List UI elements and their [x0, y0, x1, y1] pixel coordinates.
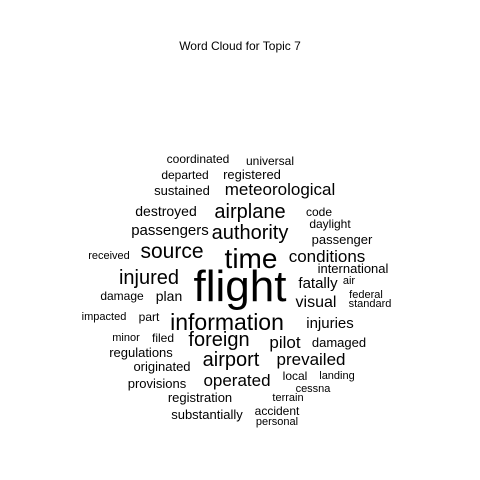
word-personal: personal [256, 416, 298, 428]
word-plan: plan [156, 288, 182, 304]
word-daylight: daylight [309, 217, 351, 231]
word-pilot: pilot [269, 333, 300, 352]
word-registered: registered [223, 167, 281, 182]
word-local: local [283, 369, 308, 383]
word-destroyed: destroyed [135, 203, 196, 219]
word-originated: originated [133, 359, 190, 374]
word-visual: visual [296, 294, 337, 311]
word-meteorological: meteorological [225, 180, 336, 199]
word-source: source [140, 240, 203, 263]
word-received: received [88, 250, 130, 262]
word-fatally: fatally [298, 275, 338, 292]
word-terrain: terrain [272, 392, 303, 404]
word-conditions: conditions [289, 247, 366, 266]
word-prevailed: prevailed [277, 350, 346, 369]
word-sustained: sustained [154, 183, 210, 198]
word-passengers: passengers [131, 222, 209, 239]
word-airplane: airplane [214, 201, 285, 223]
word-operated: operated [203, 371, 270, 390]
word-minor: minor [112, 332, 140, 344]
word-regulations: regulations [109, 345, 173, 360]
word-filed: filed [152, 331, 174, 345]
word-injuries: injuries [306, 315, 354, 332]
word-universal: universal [246, 154, 294, 168]
word-provisions: provisions [128, 376, 187, 391]
word-coordinated: coordinated [167, 152, 230, 166]
word-part: part [139, 310, 160, 324]
word-authority: authority [212, 222, 289, 244]
word-flight: flight [194, 262, 287, 311]
word-impacted: impacted [82, 311, 127, 323]
word-accident: accident [255, 404, 300, 418]
word-registration: registration [168, 390, 232, 405]
word-injured: injured [119, 267, 179, 289]
word-international: international [318, 261, 389, 276]
word-time: time [225, 243, 278, 274]
word-landing: landing [319, 370, 354, 382]
word-airport: airport [203, 349, 260, 371]
word-information: information [170, 309, 284, 335]
chart-title: Word Cloud for Topic 7 [179, 39, 301, 53]
word-standard: standard [349, 298, 392, 310]
word-code: code [306, 205, 332, 219]
word-federal: federal [349, 289, 383, 301]
word-damage: damage [100, 289, 144, 303]
word-substantially: substantially [171, 407, 243, 422]
word-departed: departed [161, 168, 208, 182]
word-damaged: damaged [312, 335, 366, 350]
word-foreign: foreign [188, 329, 249, 351]
word-cessna: cessna [296, 383, 332, 395]
word-air: air [343, 275, 356, 287]
word-passenger: passenger [312, 232, 373, 247]
